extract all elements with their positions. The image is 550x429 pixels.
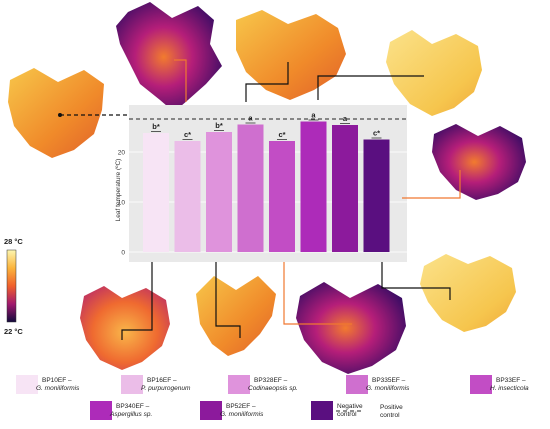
- legend-swatch: [228, 375, 250, 394]
- legend-swatch: [90, 401, 112, 420]
- legend-swatch: [200, 401, 222, 420]
- legend-code: BP328EF –: [254, 377, 288, 384]
- legend-swatch: [121, 375, 143, 394]
- bars: [143, 119, 390, 252]
- legend-swatch: [470, 375, 492, 394]
- y-tick-label: 10: [118, 199, 126, 206]
- y-axis-label: Leaf temperature (ºC): [115, 159, 122, 222]
- legend-species: G. moniliformis: [366, 385, 410, 392]
- legend-species: H. insecticola: [490, 385, 529, 392]
- legend-code: BP33EF –: [496, 377, 526, 384]
- significance-label: c*: [184, 130, 191, 139]
- legend-label: Negative: [337, 403, 363, 410]
- bar: [237, 124, 264, 252]
- bar: [300, 121, 327, 252]
- legend-swatch: [311, 401, 333, 420]
- scale-max-label: 28 °C: [4, 237, 23, 246]
- leaf-thermal-image: [432, 124, 526, 200]
- bar: [174, 141, 201, 252]
- legend-species: Aspergillus sp.: [109, 411, 152, 418]
- leaf-thermal-image: [296, 282, 406, 374]
- significance-label: b*: [215, 121, 223, 130]
- bar: [206, 132, 232, 252]
- legend-code: BP16EF –: [147, 377, 177, 384]
- leaf-thermal-image: [196, 276, 276, 356]
- connectors: [58, 59, 461, 340]
- y-tick-label: 0: [121, 249, 125, 256]
- leaf-thermal-image: [116, 2, 222, 112]
- scale-min-label: 22 °C: [4, 327, 23, 336]
- leaf-thermal-image: [236, 10, 346, 100]
- legend-code: BP10EF –: [42, 377, 72, 384]
- bar: [363, 139, 390, 252]
- significance-label: b*: [152, 122, 160, 131]
- significance-label: a: [343, 114, 348, 123]
- bar: [269, 141, 295, 252]
- legend-label: control: [337, 411, 357, 418]
- legend-swatch: [16, 375, 38, 394]
- legend-positive-control-label: Positive control: [380, 404, 403, 419]
- legend-code: BP340EF –: [116, 403, 150, 410]
- significance-labels: b* c* b* a c* a a c*: [152, 111, 380, 140]
- significance-label: c*: [278, 130, 285, 139]
- legend-species: G. moniliformis: [220, 411, 264, 418]
- legend-code: BP335EF –: [372, 377, 406, 384]
- leaf-images: [8, 2, 526, 374]
- significance-label: a: [248, 114, 253, 123]
- y-axis: 0 10 20: [118, 149, 126, 256]
- legend-species: Codinaeopsis sp.: [248, 385, 298, 392]
- significance-label: a: [311, 111, 316, 120]
- temperature-color-scale: [6, 249, 17, 323]
- leaf-thermal-image: [8, 68, 104, 158]
- legend-species: G. moniliformis: [36, 385, 80, 392]
- bar: [332, 125, 358, 252]
- significance-label: c*: [373, 129, 380, 138]
- leaf-thermal-image: [420, 254, 516, 332]
- bar: [143, 133, 169, 252]
- legend-species: P. purpurogenum: [141, 385, 191, 392]
- y-tick-label: 20: [118, 149, 126, 156]
- leaf-thermal-image: [80, 286, 170, 370]
- leaf-thermal-image: [386, 30, 482, 116]
- legend-code: BP52EF –: [226, 403, 256, 410]
- legend-swatch: [346, 375, 368, 394]
